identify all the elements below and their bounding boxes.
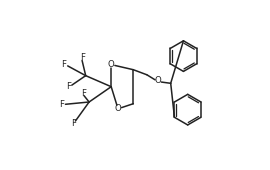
Text: F: F — [59, 100, 65, 109]
Text: F: F — [71, 119, 76, 128]
Text: F: F — [66, 82, 71, 91]
Text: O: O — [115, 104, 122, 113]
Text: F: F — [61, 60, 66, 69]
Text: O: O — [155, 76, 161, 85]
Text: F: F — [82, 89, 86, 98]
Text: F: F — [80, 53, 85, 62]
Text: O: O — [108, 60, 114, 69]
